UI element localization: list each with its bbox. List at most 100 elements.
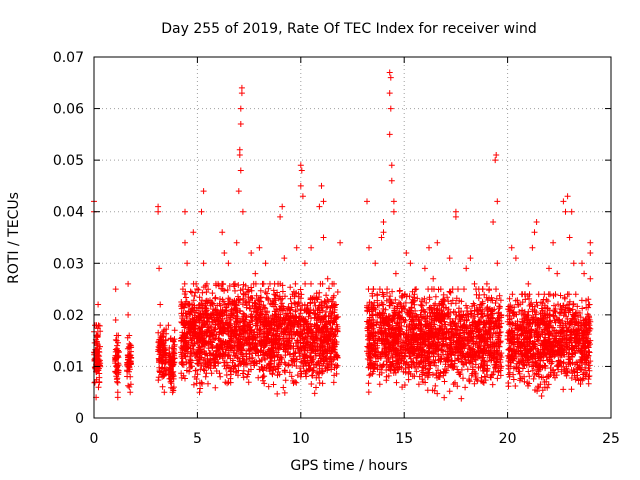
data-point: [127, 381, 134, 388]
data-point: [330, 356, 337, 363]
data-point: [166, 371, 172, 378]
data-point: [222, 379, 229, 386]
data-point: [207, 302, 214, 309]
data-point: [250, 344, 257, 351]
data-point: [219, 296, 226, 303]
data-point: [263, 309, 270, 316]
data-point: [195, 310, 202, 316]
data-point: [170, 338, 177, 345]
data-point: [308, 280, 314, 287]
data-point: [249, 350, 256, 357]
data-point: [538, 393, 545, 399]
data-point: [267, 338, 274, 345]
data-point: [209, 290, 216, 297]
data-point: [166, 364, 173, 371]
data-point: [497, 297, 504, 304]
data-point: [182, 300, 189, 307]
data-point: [297, 330, 304, 337]
data-point: [182, 375, 188, 382]
data-point: [232, 323, 239, 330]
data-point: [316, 326, 322, 333]
data-point: [212, 384, 219, 391]
data-point: [112, 336, 119, 343]
data-point: [257, 318, 264, 325]
data-point: [247, 295, 254, 302]
data-point: [441, 378, 448, 385]
data-point: [162, 337, 169, 344]
data-point: [198, 362, 205, 369]
data-point: [191, 293, 198, 299]
data-point: [238, 333, 245, 340]
data-point: [155, 329, 162, 336]
data-point: [289, 312, 296, 319]
data-point: [274, 390, 281, 397]
data-point: [325, 313, 332, 320]
data-point: [320, 333, 327, 340]
data-point: [284, 339, 291, 345]
data-point: [326, 285, 332, 292]
data-point: [239, 370, 246, 377]
data-point: [475, 286, 482, 293]
data-point: [249, 354, 256, 361]
data-point: [287, 343, 294, 349]
data-point: [509, 291, 516, 298]
data-point: [189, 315, 196, 322]
data-point: [441, 394, 448, 401]
data-point: [170, 384, 177, 391]
data-point: [199, 297, 205, 304]
data-point: [512, 383, 519, 389]
data-point: [301, 301, 308, 308]
data-point: [543, 296, 550, 303]
data-point: [226, 364, 233, 371]
data-point: [190, 297, 197, 304]
data-point: [328, 366, 335, 373]
data-point: [260, 377, 266, 384]
data-point: [510, 376, 517, 383]
data-point: [452, 309, 459, 316]
data-point: [288, 373, 295, 380]
data-point: [312, 350, 319, 357]
data-point: [311, 314, 318, 321]
data-point: [331, 349, 338, 356]
data-point: [278, 340, 285, 347]
data-point: [561, 295, 568, 302]
data-point: [307, 300, 314, 307]
data-point: [526, 373, 533, 380]
data-point: [198, 379, 205, 386]
data-point: [196, 313, 203, 320]
data-point: [306, 345, 313, 351]
data-point: [194, 360, 201, 367]
data-point: [127, 358, 134, 364]
data-point: [315, 370, 322, 377]
data-point: [243, 298, 250, 305]
data-point: [505, 380, 512, 386]
data-point: [525, 368, 532, 375]
data-point: [282, 293, 288, 300]
data-point: [248, 366, 254, 373]
data-point: [545, 291, 552, 298]
data-point: [159, 383, 166, 390]
data-point: [95, 384, 102, 391]
data-point: [320, 358, 327, 365]
data-point: [243, 314, 250, 321]
data-point: [405, 376, 412, 383]
data-point: [314, 322, 321, 329]
data-point: [260, 302, 267, 309]
data-point: [297, 310, 304, 317]
data-point: [326, 360, 333, 367]
data-point: [255, 296, 262, 303]
data-point: [366, 372, 373, 379]
data-point: [243, 304, 250, 311]
data-point: [280, 384, 287, 391]
data-point: [223, 372, 230, 378]
data-point: [325, 364, 332, 371]
data-point: [489, 381, 496, 388]
data-point: [114, 378, 120, 385]
data-point: [376, 381, 383, 388]
data-point: [178, 360, 185, 367]
data-point: [292, 280, 299, 287]
data-point: [506, 295, 513, 302]
data-point: [124, 362, 131, 369]
data-point: [260, 367, 267, 374]
